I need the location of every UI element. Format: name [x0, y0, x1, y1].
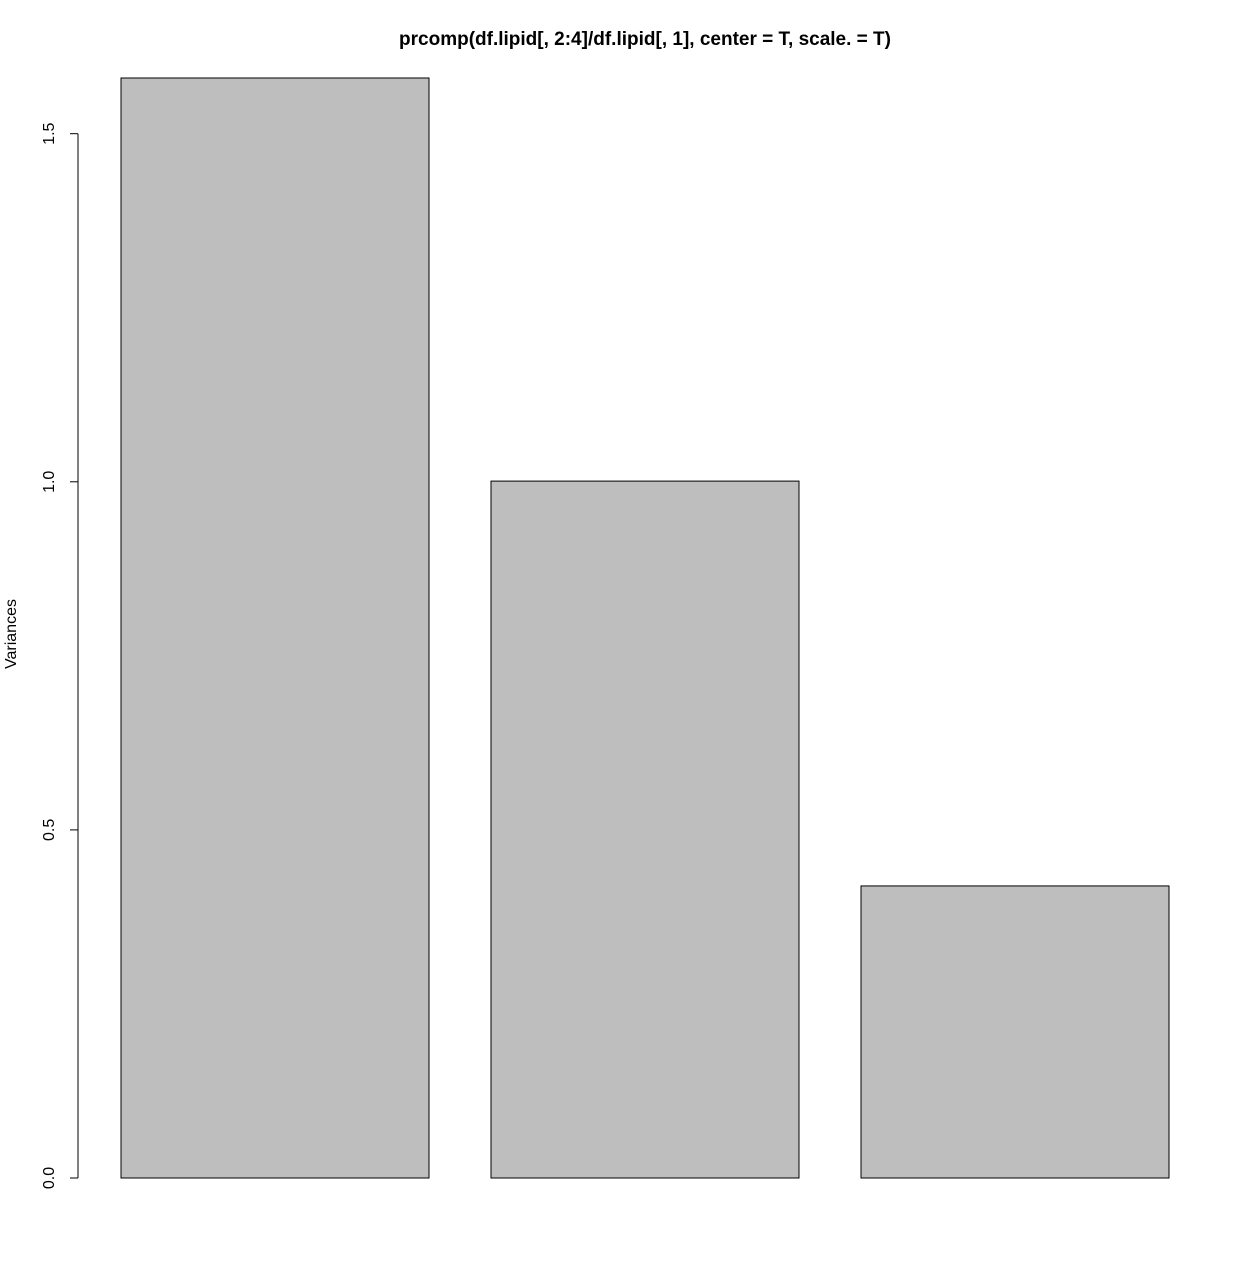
y-tick-label: 1.0 [41, 471, 58, 493]
y-axis-label: Variances [3, 599, 20, 669]
bar [860, 885, 1170, 1179]
y-tick-label: 1.5 [41, 122, 58, 144]
y-tick-label: 0.5 [41, 819, 58, 841]
bar [120, 77, 430, 1179]
chart-title: prcomp(df.lipid[, 2:4]/df.lipid[, 1], ce… [399, 29, 891, 50]
bar [490, 480, 800, 1179]
y-tick-label: 0.0 [41, 1167, 58, 1189]
